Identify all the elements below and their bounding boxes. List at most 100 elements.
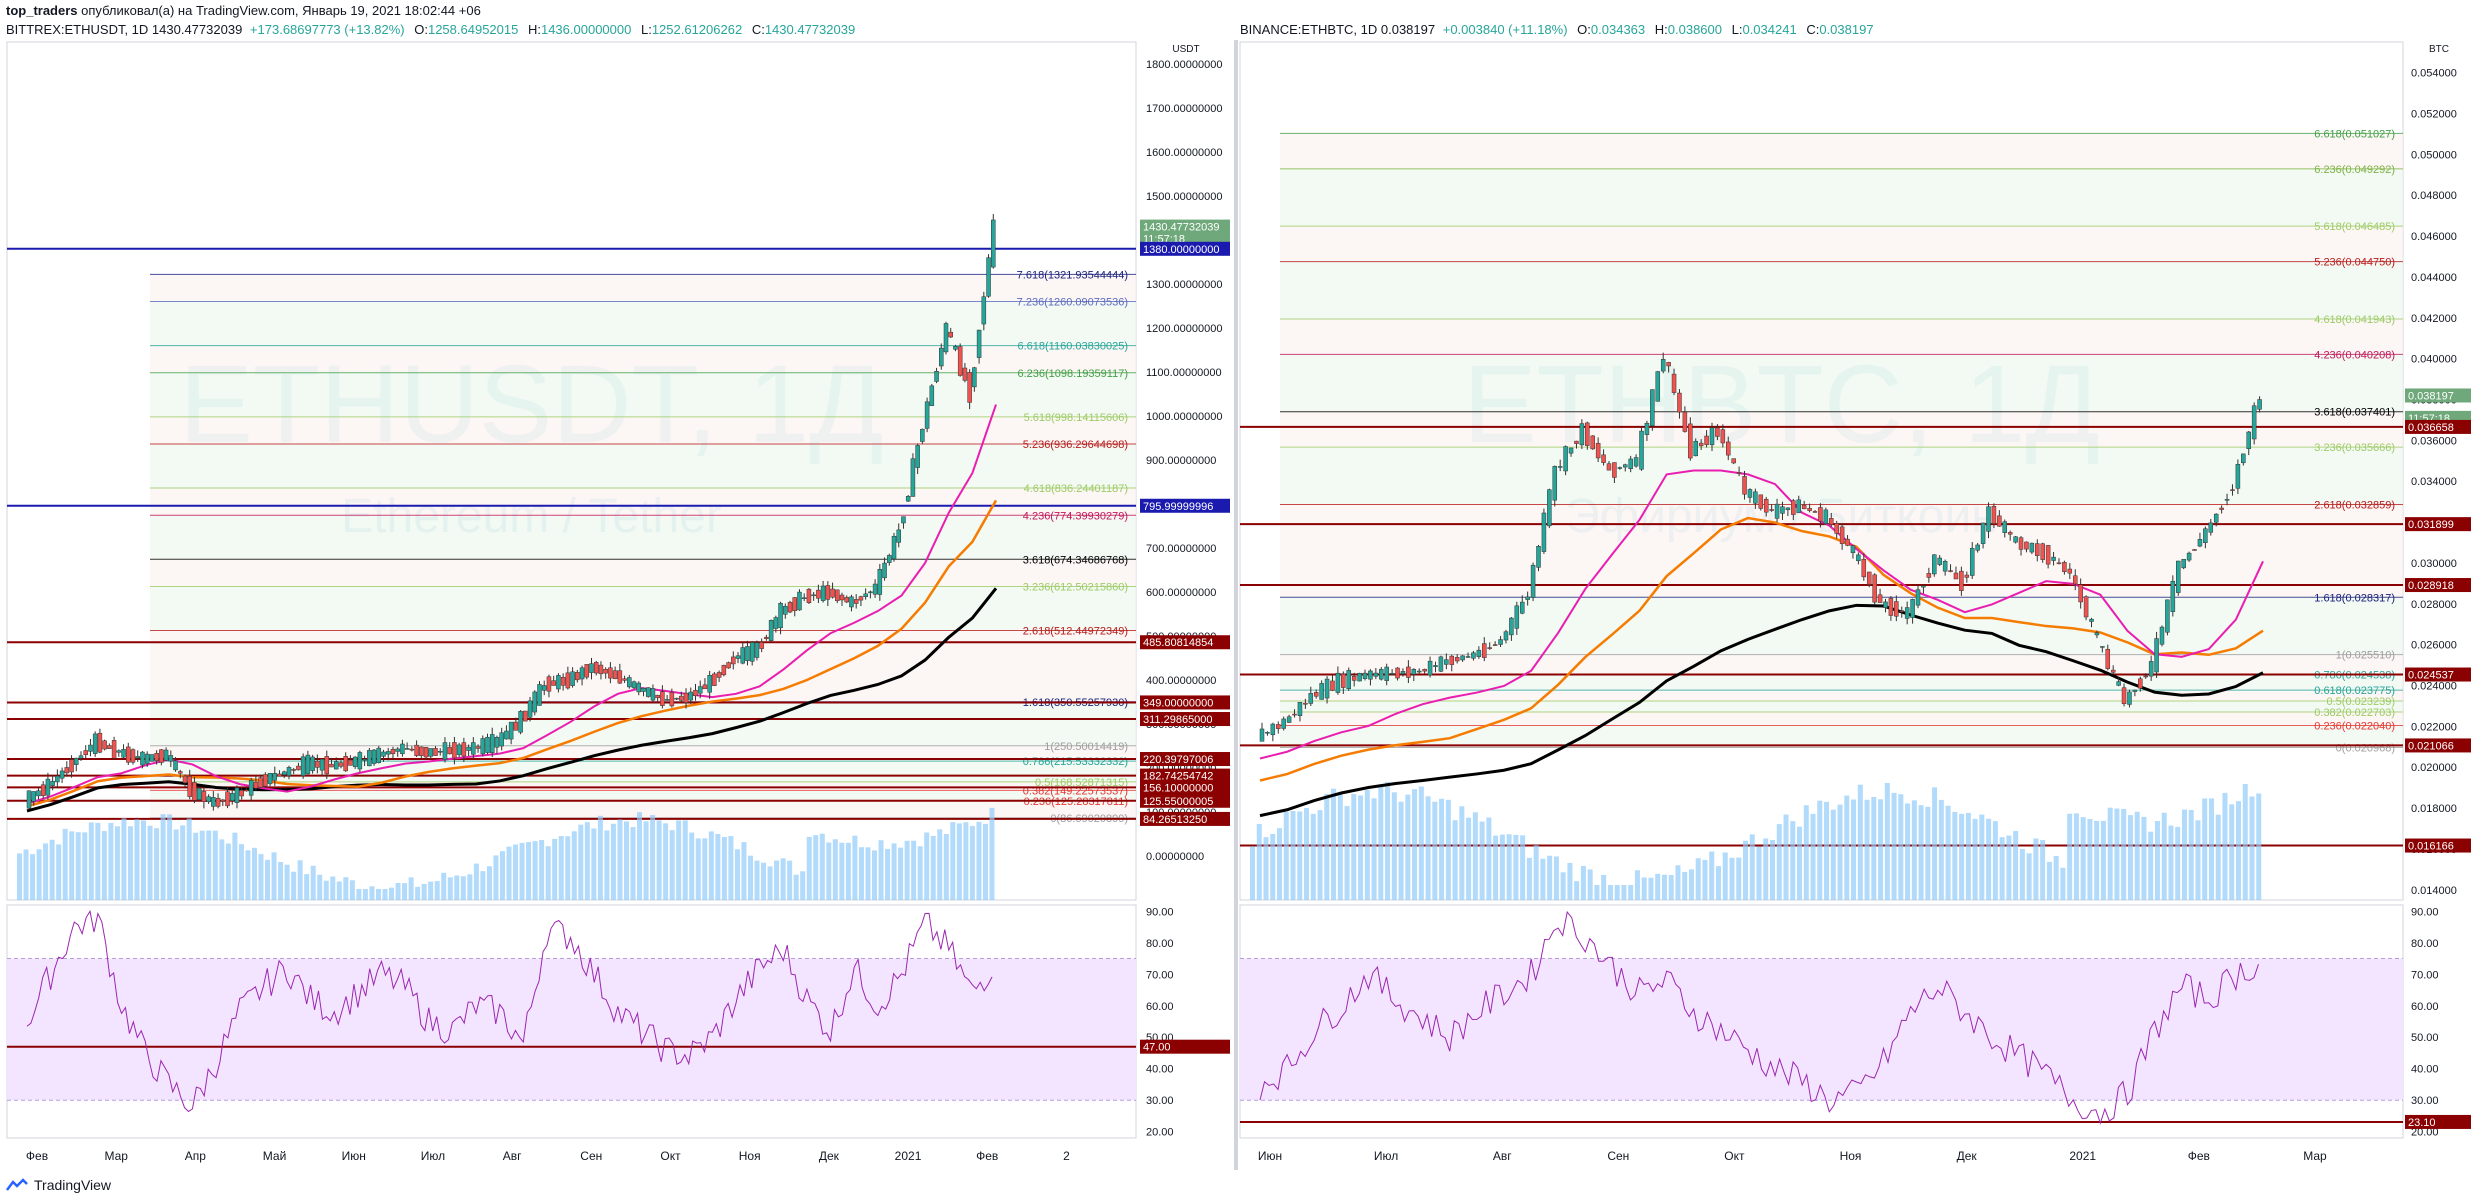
candle-body bbox=[537, 684, 542, 706]
candle-body bbox=[1563, 446, 1568, 472]
volume-bar bbox=[1972, 818, 1978, 900]
candle-body bbox=[1650, 389, 1655, 427]
candle-body bbox=[593, 662, 599, 674]
candle-body bbox=[480, 738, 486, 755]
volume-bar bbox=[682, 820, 688, 900]
volume-bar bbox=[1661, 874, 1667, 900]
candle-body bbox=[849, 596, 854, 608]
volume-bar bbox=[1412, 789, 1418, 900]
volume-bar bbox=[604, 830, 610, 900]
volume-bar bbox=[1965, 812, 1971, 900]
candle-body bbox=[140, 751, 145, 766]
candle-body bbox=[759, 642, 764, 649]
volume-bar bbox=[989, 807, 995, 900]
candle-body bbox=[1677, 392, 1682, 413]
candle-body bbox=[740, 647, 746, 664]
price-axis bbox=[2405, 42, 2473, 900]
volume-bar bbox=[813, 835, 819, 900]
candle-body bbox=[404, 748, 410, 750]
candle-body bbox=[707, 675, 712, 693]
candle-body bbox=[1937, 557, 1942, 565]
volume-bar bbox=[251, 847, 257, 900]
candle-body bbox=[111, 740, 117, 759]
symbol-label[interactable]: BINANCE:ETHBTC, 1D bbox=[1240, 22, 1378, 37]
volume-bar bbox=[1601, 874, 1607, 900]
candle-body bbox=[1406, 666, 1411, 678]
price-tick-label: 0.054000 bbox=[2411, 68, 2457, 80]
candle-body bbox=[1308, 693, 1314, 704]
candle-body bbox=[844, 597, 849, 603]
change-value: +0.003840 (+11.18%) bbox=[1442, 22, 1568, 37]
candle-body bbox=[1498, 639, 1503, 645]
candle-body bbox=[357, 752, 363, 770]
price-label-box bbox=[1140, 498, 1230, 513]
candle-body bbox=[2170, 580, 2176, 612]
ma-50-line bbox=[26, 404, 997, 805]
fib-level-label: 3.236(0.035666) bbox=[2314, 442, 2395, 454]
volume-bar bbox=[1905, 803, 1911, 900]
time-tick-label: Авг bbox=[503, 1149, 522, 1163]
candle-body bbox=[1416, 670, 1422, 673]
candle-body bbox=[1731, 458, 1736, 464]
price-tick-label: 0.028000 bbox=[2411, 599, 2457, 611]
time-tick-label: Окт bbox=[660, 1149, 681, 1163]
volume-bar bbox=[885, 848, 891, 900]
candle-body bbox=[1856, 554, 1861, 562]
symbol-label[interactable]: BITTREX:ETHUSDT, 1D bbox=[6, 22, 149, 37]
candle-body bbox=[69, 759, 74, 773]
candle-body bbox=[2105, 648, 2111, 669]
volume-bar bbox=[1378, 786, 1384, 900]
price-label-box bbox=[1140, 712, 1230, 727]
candle-body bbox=[1341, 673, 1346, 688]
candle-body bbox=[281, 771, 287, 776]
volume-bar bbox=[1817, 800, 1823, 900]
price-label-text: 156.10000000 bbox=[1143, 782, 1213, 794]
fib-level-label: 5.618(0.046485) bbox=[2314, 221, 2395, 233]
price-label-box bbox=[2405, 838, 2471, 853]
volume-bar bbox=[871, 850, 877, 900]
fib-band bbox=[1280, 168, 2403, 227]
volume-bar bbox=[1634, 870, 1640, 900]
candle-body bbox=[1509, 617, 1514, 636]
legend-ethbtc: BINANCE:ETHBTC, 1D 0.038197 +0.003840 (+… bbox=[1240, 22, 1880, 37]
fib-level-label: 1(250.50014419) bbox=[1044, 741, 1128, 753]
volume-bar bbox=[526, 842, 532, 900]
candle-body bbox=[622, 678, 627, 681]
time-tick-label: Июн bbox=[1258, 1149, 1282, 1163]
candle-body bbox=[905, 496, 911, 502]
candle-body bbox=[664, 699, 670, 701]
candle-body bbox=[1763, 499, 1769, 513]
fib-band bbox=[1280, 318, 2403, 355]
author-name[interactable]: top_traders bbox=[6, 3, 78, 18]
volume-bar bbox=[82, 832, 88, 900]
candle-body bbox=[192, 782, 197, 801]
rsi-tick-label: 30.00 bbox=[1146, 1095, 1174, 1107]
volume-bar bbox=[1499, 834, 1505, 900]
candle-body bbox=[830, 588, 835, 598]
candle-body bbox=[508, 721, 514, 740]
candle-body bbox=[1471, 652, 1476, 659]
volume-bar bbox=[1851, 799, 1857, 900]
volume-bar bbox=[610, 823, 616, 900]
candle-body bbox=[64, 767, 70, 774]
candle-body bbox=[1579, 423, 1585, 446]
fib-level-label: 0.382(149.22573537) bbox=[1023, 785, 1128, 797]
volume-bar bbox=[904, 840, 910, 900]
volume-bar bbox=[2168, 825, 2174, 900]
fib-band bbox=[150, 559, 1136, 587]
candle-body bbox=[1547, 489, 1552, 527]
candle-body bbox=[1953, 572, 1959, 580]
candle-body bbox=[1357, 672, 1362, 682]
pane-separator[interactable] bbox=[1234, 40, 1238, 1170]
volume-bar bbox=[734, 849, 740, 900]
volume-bar bbox=[1790, 821, 1796, 900]
volume-bar bbox=[1317, 810, 1323, 900]
volume-bar bbox=[317, 874, 323, 900]
tradingview-brand[interactable]: TradingView bbox=[34, 1177, 112, 1193]
candle-body bbox=[1823, 509, 1829, 524]
volume-bar bbox=[545, 846, 551, 900]
candle-body bbox=[215, 797, 221, 807]
volume-bar bbox=[186, 818, 192, 900]
candle-body bbox=[1585, 422, 1590, 446]
